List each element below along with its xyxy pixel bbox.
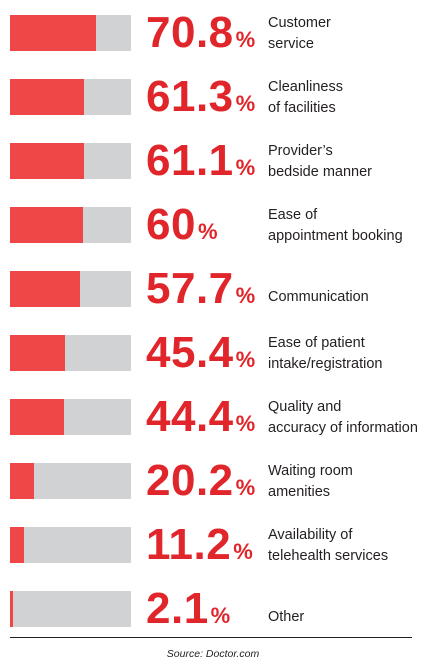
bar-row: 2.1% Other <box>0 584 426 648</box>
value-number: 2.1 <box>146 584 209 633</box>
category-label: Ease of patient intake/registration <box>268 333 423 375</box>
value-number: 11.2 <box>146 520 232 569</box>
value-number: 57.7 <box>146 264 234 313</box>
value-label: 60% <box>146 203 218 254</box>
category-label-line: accuracy of information <box>268 420 418 436</box>
value-label: 45.4% <box>146 331 256 382</box>
category-label: Waiting room amenities <box>268 461 423 503</box>
bar-track <box>10 15 131 51</box>
bar <box>10 335 65 371</box>
category-label-line: amenities <box>268 484 331 500</box>
category-label-line: Communication <box>268 289 369 305</box>
category-label-line: Customer <box>268 15 331 31</box>
bar-row: 57.7% Communication <box>0 264 426 328</box>
value-number: 20.2 <box>146 456 234 505</box>
category-label-line: appointment booking <box>268 228 403 244</box>
bar-row: 61.3% Cleanliness of facilities <box>0 72 426 136</box>
value-label: 44.4% <box>146 395 256 446</box>
category-label-line: Provider’s <box>268 143 333 159</box>
value-number: 44.4 <box>146 392 234 441</box>
category-label-line: Availability of <box>268 527 353 543</box>
percent-sign: % <box>235 91 256 116</box>
bar-track <box>10 591 131 627</box>
category-label: Communication <box>268 287 423 308</box>
bar <box>10 463 35 499</box>
bar-row: 61.1% Provider’s bedside manner <box>0 136 426 200</box>
bar-row: 20.2% Waiting room amenities <box>0 456 426 520</box>
value-label: 61.1% <box>146 139 256 190</box>
value-label: 70.8% <box>146 11 256 62</box>
category-label: Availability of telehealth services <box>268 525 423 567</box>
bar-track <box>10 463 131 499</box>
bar-row: 44.4% Quality and accuracy of information <box>0 392 426 456</box>
bar <box>10 591 13 627</box>
bar-chart: 70.8% Customer service 61.3% Cleanliness of f… <box>0 8 426 648</box>
category-label-line: Ease of patient <box>268 335 365 351</box>
footer-rule <box>10 637 412 638</box>
bar-track <box>10 271 131 307</box>
percent-sign: % <box>235 411 256 436</box>
bar-row: 45.4% Ease of patient intake/registration <box>0 328 426 392</box>
value-number: 60 <box>146 200 196 249</box>
category-label-line: Cleanliness <box>268 79 343 95</box>
category-label: Provider’s bedside manner <box>268 141 423 183</box>
category-label: Cleanliness of facilities <box>268 77 423 119</box>
category-label-line: Waiting room <box>268 463 353 479</box>
percent-sign: % <box>235 475 256 500</box>
category-label-line: telehealth services <box>268 548 389 564</box>
bar-track <box>10 399 131 435</box>
value-label: 11.2% <box>146 523 253 574</box>
category-label: Customer service <box>268 13 423 55</box>
percent-sign: % <box>233 539 254 564</box>
value-label: 2.1% <box>146 587 231 638</box>
category-label: Other <box>268 607 423 628</box>
category-label: Ease of appointment booking <box>268 205 423 247</box>
bar-row: 11.2% Availability of telehealth services <box>0 520 426 584</box>
bar <box>10 207 83 243</box>
bar-track <box>10 335 131 371</box>
category-label-line: Other <box>268 609 305 625</box>
value-number: 45.4 <box>146 328 234 377</box>
bar-track <box>10 527 131 563</box>
bar-track <box>10 79 131 115</box>
percent-sign: % <box>235 283 256 308</box>
category-label-line: service <box>268 36 314 52</box>
category-label-line: Quality and <box>268 399 342 415</box>
bar <box>10 399 64 435</box>
category-label-line: Ease of <box>268 207 318 223</box>
percent-sign: % <box>197 219 219 244</box>
category-label: Quality and accuracy of information <box>268 397 423 439</box>
bar <box>10 79 85 115</box>
bar <box>10 15 96 51</box>
percent-sign: % <box>235 347 256 372</box>
category-label-line: intake/registration <box>268 356 383 372</box>
value-label: 57.7% <box>146 267 256 318</box>
bar-row: 60% Ease of appointment booking <box>0 200 426 264</box>
value-number: 61.1 <box>146 136 234 185</box>
value-number: 61.3 <box>146 72 234 121</box>
percent-sign: % <box>210 603 231 628</box>
value-label: 61.3% <box>146 75 256 126</box>
percent-sign: % <box>235 27 256 52</box>
bar-track <box>10 143 131 179</box>
value-label: 20.2% <box>146 459 256 510</box>
percent-sign: % <box>235 155 256 180</box>
source-note: Source: Doctor.com <box>166 648 260 660</box>
bar <box>10 143 84 179</box>
category-label-line: of facilities <box>268 100 336 116</box>
value-number: 70.8 <box>146 8 234 57</box>
bar <box>10 527 24 563</box>
bar-row: 70.8% Customer service <box>0 8 426 72</box>
category-label-line: bedside manner <box>268 164 372 180</box>
bar-track <box>10 207 131 243</box>
bar <box>10 271 80 307</box>
